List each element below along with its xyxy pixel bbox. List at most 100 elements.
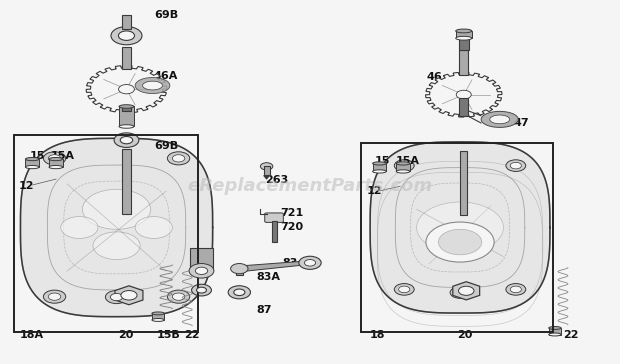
Circle shape [105, 290, 128, 304]
Circle shape [43, 152, 66, 165]
Text: 15: 15 [375, 156, 391, 166]
Ellipse shape [456, 29, 472, 33]
Circle shape [394, 160, 414, 171]
Circle shape [135, 217, 172, 238]
Circle shape [456, 90, 471, 99]
Polygon shape [20, 138, 213, 317]
Text: 83: 83 [282, 258, 298, 268]
Text: 18: 18 [370, 330, 385, 340]
FancyBboxPatch shape [459, 50, 468, 75]
FancyBboxPatch shape [122, 149, 131, 214]
FancyBboxPatch shape [396, 163, 410, 171]
Ellipse shape [49, 166, 63, 169]
Text: 15A: 15A [396, 156, 420, 166]
Ellipse shape [373, 162, 386, 165]
Circle shape [399, 162, 410, 169]
Polygon shape [242, 261, 308, 272]
Circle shape [93, 232, 140, 260]
Text: 46: 46 [427, 72, 442, 82]
FancyBboxPatch shape [459, 98, 468, 116]
FancyBboxPatch shape [460, 151, 467, 215]
Polygon shape [135, 78, 170, 94]
FancyBboxPatch shape [25, 159, 39, 167]
Circle shape [506, 160, 526, 171]
Circle shape [110, 293, 123, 301]
FancyBboxPatch shape [152, 313, 164, 320]
Circle shape [192, 284, 211, 296]
Polygon shape [263, 175, 270, 180]
FancyBboxPatch shape [456, 31, 472, 38]
Text: 720: 720 [280, 222, 303, 233]
Circle shape [228, 286, 250, 299]
Circle shape [450, 287, 470, 298]
Polygon shape [481, 111, 518, 127]
Circle shape [510, 286, 521, 293]
Text: 20: 20 [458, 330, 473, 340]
FancyBboxPatch shape [190, 248, 213, 270]
Ellipse shape [119, 125, 134, 128]
Circle shape [399, 286, 410, 293]
Ellipse shape [25, 166, 39, 169]
FancyBboxPatch shape [549, 328, 561, 335]
Circle shape [299, 256, 321, 269]
Circle shape [172, 155, 185, 162]
Circle shape [304, 260, 316, 266]
FancyBboxPatch shape [272, 221, 277, 242]
Circle shape [438, 229, 482, 255]
FancyBboxPatch shape [122, 15, 131, 29]
Circle shape [114, 133, 139, 147]
Ellipse shape [549, 327, 561, 329]
FancyBboxPatch shape [459, 33, 469, 50]
Ellipse shape [456, 36, 472, 40]
Ellipse shape [396, 170, 410, 173]
FancyBboxPatch shape [373, 163, 386, 171]
Circle shape [189, 264, 214, 278]
Text: 22: 22 [563, 330, 578, 340]
Ellipse shape [49, 158, 63, 161]
Circle shape [426, 222, 494, 262]
Circle shape [82, 189, 151, 229]
Text: 12: 12 [367, 186, 383, 197]
Polygon shape [115, 286, 143, 305]
Polygon shape [425, 72, 502, 117]
Ellipse shape [25, 158, 39, 161]
Circle shape [231, 264, 248, 274]
Ellipse shape [152, 318, 164, 321]
Text: 83A: 83A [256, 272, 280, 282]
FancyBboxPatch shape [119, 106, 134, 126]
Text: 20: 20 [118, 330, 133, 340]
Text: 12: 12 [19, 181, 34, 191]
Circle shape [394, 284, 414, 295]
Text: 69B: 69B [154, 10, 178, 20]
Ellipse shape [152, 312, 164, 315]
Text: 263: 263 [265, 175, 289, 185]
Circle shape [43, 290, 66, 303]
Text: 18A: 18A [20, 330, 44, 340]
Text: 87: 87 [256, 305, 272, 315]
Text: 47: 47 [513, 118, 529, 128]
Polygon shape [143, 81, 162, 90]
Circle shape [459, 286, 474, 295]
Circle shape [61, 217, 98, 238]
Circle shape [167, 290, 190, 303]
Circle shape [417, 202, 503, 253]
Ellipse shape [549, 333, 561, 336]
FancyBboxPatch shape [236, 269, 243, 275]
Circle shape [48, 293, 61, 300]
Circle shape [48, 155, 61, 162]
Polygon shape [370, 142, 550, 313]
FancyBboxPatch shape [264, 166, 270, 175]
Circle shape [506, 284, 526, 295]
Circle shape [118, 84, 135, 94]
Circle shape [260, 163, 273, 170]
Ellipse shape [119, 105, 134, 108]
Polygon shape [490, 115, 510, 124]
Text: 46A: 46A [154, 71, 178, 82]
Circle shape [121, 290, 137, 300]
Text: 22: 22 [184, 330, 200, 340]
FancyBboxPatch shape [122, 47, 131, 69]
Text: 721: 721 [280, 208, 304, 218]
Circle shape [167, 152, 190, 165]
Circle shape [118, 31, 135, 40]
Ellipse shape [373, 170, 386, 173]
